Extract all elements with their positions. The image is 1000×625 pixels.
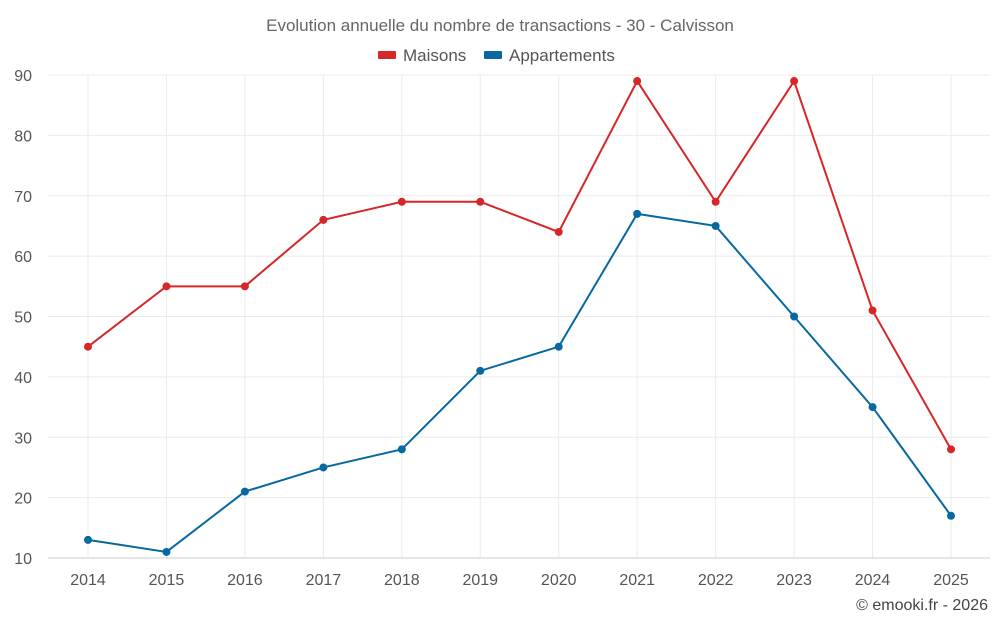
legend: Maisons Appartements	[378, 46, 615, 65]
legend-swatch	[484, 51, 502, 59]
data-point-appartements	[162, 547, 171, 556]
legend-label: Appartements	[509, 46, 615, 65]
data-point-maisons	[476, 197, 485, 206]
y-tick-label: 50	[14, 310, 32, 327]
data-point-maisons	[319, 215, 328, 224]
data-point-maisons	[84, 342, 92, 351]
x-tick-label: 2023	[776, 572, 812, 589]
data-point-maisons	[554, 227, 563, 236]
data-point-appartements	[319, 463, 328, 472]
x-tick-label: 2018	[384, 572, 420, 589]
x-tick-label: 2021	[619, 572, 655, 589]
x-tick-label: 2024	[855, 572, 891, 589]
data-point-maisons	[633, 77, 642, 86]
data-point-maisons	[947, 445, 955, 454]
y-tick-label: 40	[14, 370, 32, 387]
y-tick-label: 10	[14, 551, 32, 568]
series-appartements	[84, 209, 955, 556]
legend-swatch	[378, 51, 396, 59]
data-point-maisons	[240, 282, 249, 291]
series-line-appartements	[87, 212, 952, 554]
chart-title: Evolution annuelle du nombre de transact…	[266, 16, 734, 35]
x-tick-label: 2014	[70, 572, 106, 589]
data-point-maisons	[711, 197, 720, 206]
y-tick-label: 80	[14, 128, 32, 145]
data-point-appartements	[868, 403, 877, 412]
x-tick-label: 2016	[227, 572, 263, 589]
x-tick-label: 2020	[541, 572, 577, 589]
data-point-appartements	[711, 221, 720, 230]
x-tick-label: 2022	[698, 572, 734, 589]
data-point-appartements	[397, 445, 406, 454]
y-tick-label: 60	[14, 249, 32, 266]
axes: 10 20 30 40 50 60 70 80 90 2014 2015 2016 2017 2018 20…	[14, 68, 990, 589]
x-tick-label: 2015	[149, 572, 185, 589]
data-point-appartements	[476, 366, 485, 375]
y-tick-label: 90	[14, 68, 32, 85]
y-tick-label: 20	[14, 491, 32, 508]
legend-label: Maisons	[403, 46, 466, 65]
data-point-maisons	[397, 197, 406, 206]
x-tick-label: 2017	[306, 572, 342, 589]
series-layer	[84, 77, 955, 556]
legend-item-appartements[interactable]: Appartements	[484, 46, 615, 65]
x-tick-label: 2025	[933, 572, 969, 589]
data-point-appartements	[790, 312, 799, 321]
y-tick-label: 30	[14, 430, 32, 447]
legend-item-maisons[interactable]: Maisons	[378, 46, 466, 65]
data-point-maisons	[790, 77, 799, 86]
data-point-appartements	[947, 511, 955, 520]
data-point-maisons	[868, 306, 877, 315]
series-line-maisons	[87, 78, 952, 450]
data-point-appartements	[554, 342, 563, 351]
credit-text: © emooki.fr - 2026	[856, 597, 988, 614]
series-maisons	[84, 77, 955, 454]
data-point-maisons	[162, 282, 171, 291]
data-point-appartements	[633, 209, 642, 218]
grid	[48, 74, 990, 559]
x-tick-label: 2019	[462, 572, 498, 589]
data-point-appartements	[84, 535, 92, 544]
y-tick-label: 70	[14, 189, 32, 206]
data-point-appartements	[240, 487, 249, 496]
